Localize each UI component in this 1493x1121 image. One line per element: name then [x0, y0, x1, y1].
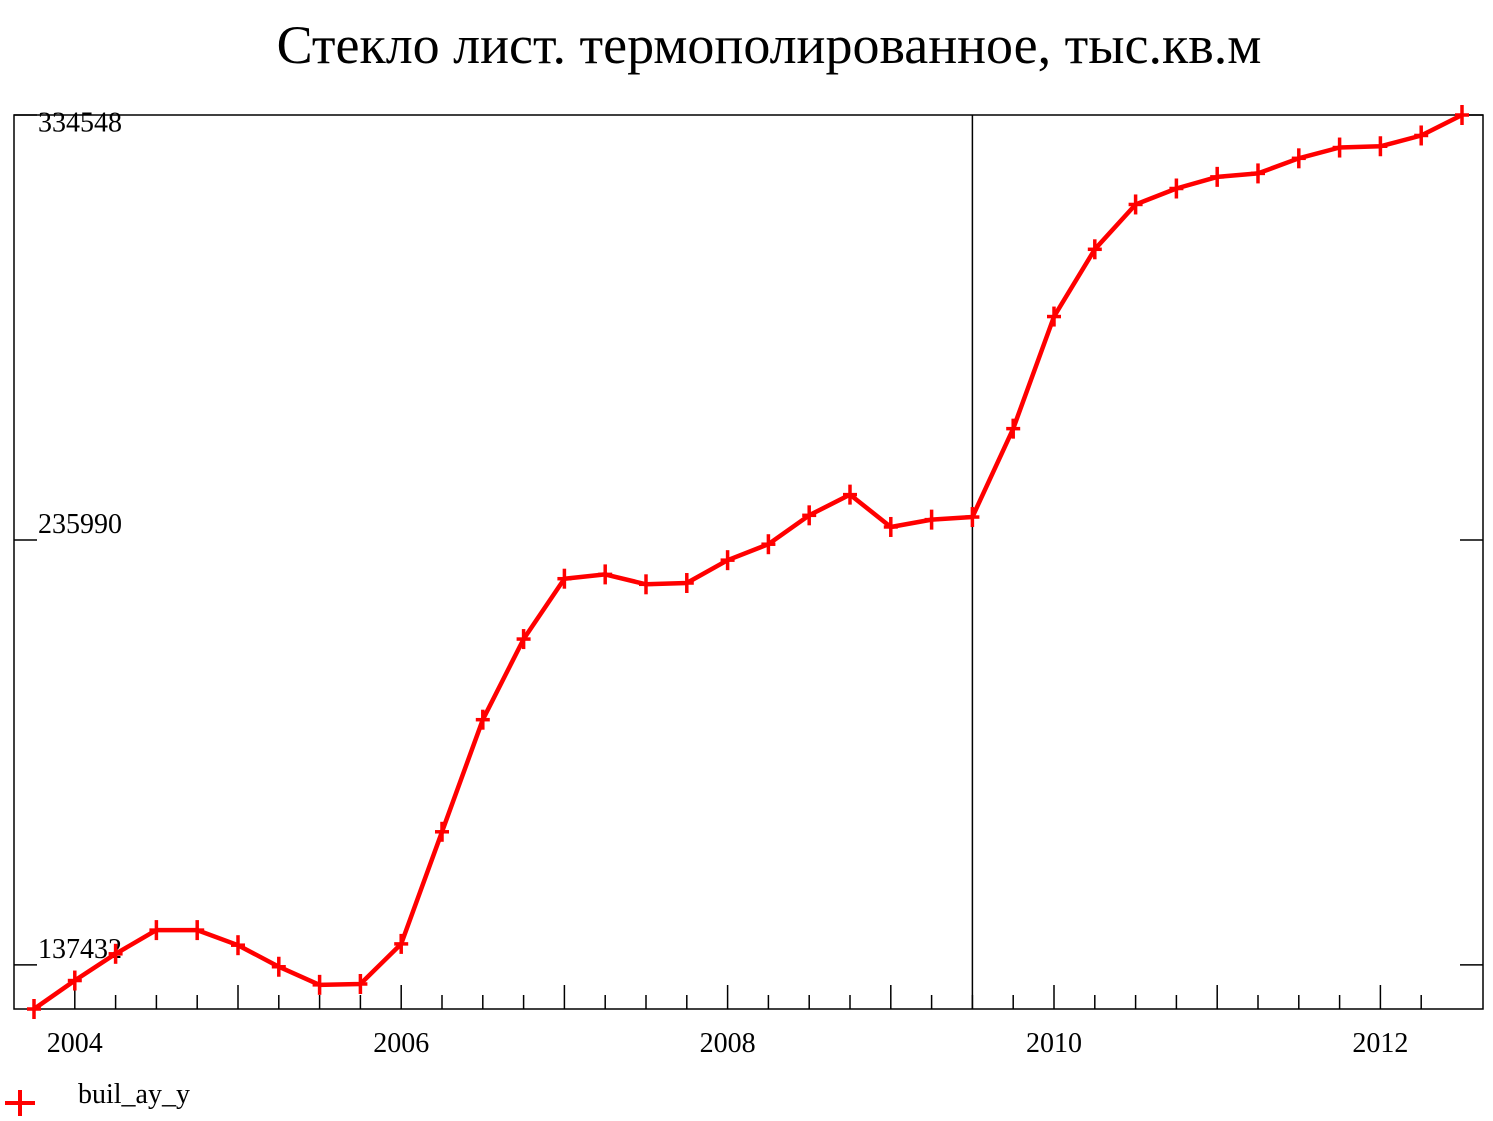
legend: buil_ay_y	[5, 1079, 190, 1116]
data-point-marker	[761, 534, 776, 555]
x-tick-label: 2006	[373, 1028, 429, 1059]
data-point-marker	[353, 973, 368, 994]
data-point-marker	[190, 920, 205, 941]
data-point-marker	[394, 933, 409, 954]
data-point-marker	[883, 516, 898, 537]
data-point-marker	[1047, 306, 1061, 327]
data-point-marker	[231, 935, 245, 956]
series-line	[32, 112, 1464, 1011]
data-point-marker	[679, 573, 694, 594]
x-tick-label: 2010	[1026, 1028, 1082, 1059]
data-point-marker	[598, 564, 613, 585]
plot-frame	[13, 114, 1484, 1010]
data-point-marker	[802, 505, 817, 526]
y-tick-label: 235990	[38, 509, 122, 540]
data-point-marker	[475, 709, 490, 730]
data-point-marker	[435, 821, 449, 842]
data-point-marker	[108, 943, 123, 964]
data-point-marker	[1169, 178, 1184, 199]
data-point-marker	[516, 629, 531, 650]
chart-title: Стекло лист. термополированное, тыс.кв.м	[277, 15, 1262, 75]
legend-series-label: buil_ay_y	[78, 1079, 190, 1110]
data-point-marker	[1006, 418, 1021, 439]
data-point-marker	[720, 550, 735, 571]
x-tick-label: 2008	[700, 1028, 756, 1059]
x-tick-label: 2012	[1352, 1028, 1408, 1059]
data-point-marker	[312, 974, 327, 995]
data-point-marker	[557, 568, 572, 589]
data-point-marker	[1251, 163, 1265, 184]
data-point-marker	[67, 970, 82, 991]
data-point-marker	[924, 509, 939, 530]
data-point-marker	[27, 999, 41, 1019]
data-point-marker	[1128, 194, 1143, 215]
data-point-marker	[1373, 136, 1388, 157]
x-tick-label: 2004	[47, 1028, 103, 1059]
data-point-marker	[1414, 125, 1429, 146]
data-point-marker	[149, 920, 164, 941]
data-point-marker	[271, 956, 286, 977]
data-point-marker	[1210, 166, 1225, 187]
y-tick-label: 334548	[38, 107, 122, 138]
data-point-marker	[1332, 137, 1347, 158]
data-point-marker	[965, 507, 980, 528]
series-layer	[27, 105, 1469, 1019]
data-point-marker	[1291, 148, 1306, 169]
data-point-marker	[843, 484, 857, 505]
data-point-marker	[1087, 239, 1102, 260]
data-point-marker	[639, 574, 653, 595]
x-axis: 2004 2006 2008 2010 2012	[47, 985, 1422, 1059]
data-point-marker	[1455, 105, 1469, 125]
